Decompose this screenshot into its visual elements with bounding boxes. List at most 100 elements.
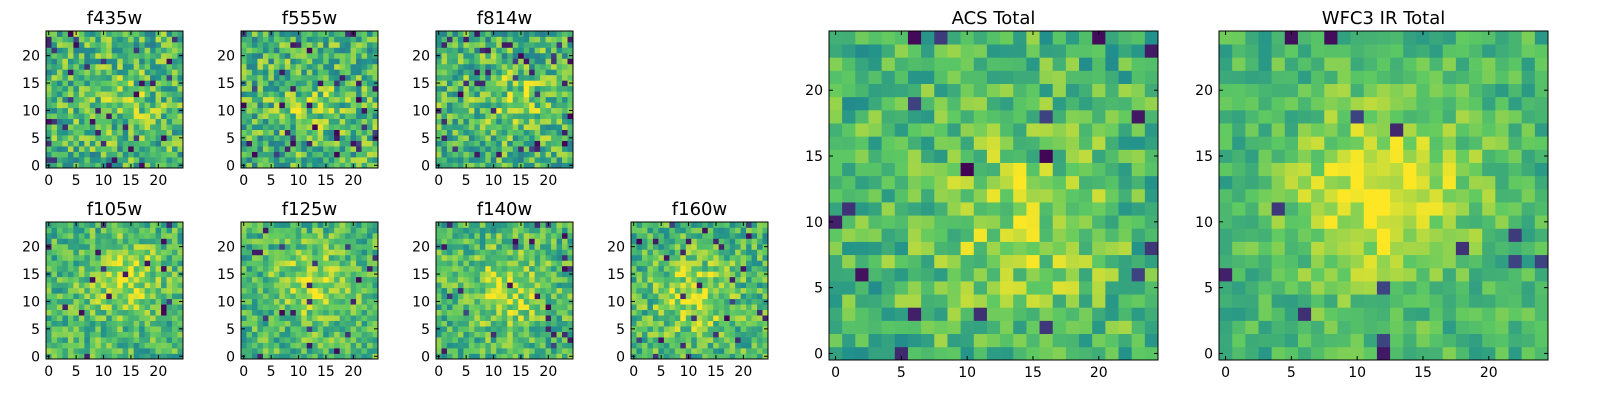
- heatmap-cell: [479, 151, 486, 158]
- heatmap-cell: [669, 227, 676, 234]
- heatmap-cell: [312, 238, 319, 245]
- heatmap-cell: [84, 342, 91, 349]
- heatmap-cell: [257, 91, 264, 98]
- heatmap-cell: [350, 41, 357, 48]
- heatmap-cell: [268, 85, 275, 92]
- heatmap-cell: [1118, 294, 1133, 308]
- heatmap-cell: [518, 113, 525, 120]
- heatmap-cell: [251, 157, 258, 163]
- heatmap-cell: [529, 222, 535, 228]
- heatmap-cell: [95, 146, 102, 152]
- heatmap-cell: [172, 107, 178, 114]
- heatmap-cell: [479, 238, 486, 245]
- heatmap-cell: [361, 298, 368, 305]
- heatmap-cell: [312, 331, 319, 338]
- heatmap-cell: [334, 238, 340, 245]
- heatmap-cell: [518, 276, 525, 283]
- heatmap-cell: [372, 41, 379, 48]
- heatmap-cell: [339, 227, 346, 234]
- heatmap-cell: [111, 265, 118, 272]
- heatmap-cell: [457, 309, 464, 316]
- heatmap-cell: [144, 124, 151, 130]
- heatmap-cell: [1026, 346, 1040, 361]
- heatmap-cell: [46, 287, 52, 294]
- heatmap-cell: [724, 298, 730, 305]
- heatmap-cell: [89, 298, 96, 305]
- heatmap-cell: [718, 260, 725, 267]
- heatmap-cell: [457, 135, 464, 141]
- heatmap-cell: [279, 107, 286, 114]
- heatmap-cell: [669, 222, 676, 228]
- heatmap-cell: [479, 353, 486, 360]
- heatmap-cell: [551, 102, 557, 109]
- heatmap-cell: [251, 63, 258, 70]
- heatmap-cell: [361, 254, 368, 261]
- heatmap-cell: [894, 294, 909, 308]
- heatmap-cell: [46, 129, 52, 136]
- heatmap-cell: [257, 282, 264, 289]
- heatmap-cell: [718, 265, 725, 272]
- heatmap-cell: [139, 36, 145, 43]
- heatmap-cell: [100, 107, 107, 114]
- heatmap-cell: [562, 63, 568, 70]
- heatmap-cell: [144, 31, 151, 37]
- heatmap-cell: [367, 36, 373, 43]
- heatmap-cell: [51, 162, 58, 169]
- heatmap-cell: [647, 232, 654, 239]
- heatmap-cell: [696, 298, 703, 305]
- heatmap-cell: [1000, 307, 1014, 321]
- heatmap-cell: [534, 74, 541, 81]
- x-tick-label: 10: [95, 173, 113, 189]
- heatmap-cell: [452, 276, 459, 283]
- heatmap-cell: [881, 215, 896, 229]
- heatmap-cell: [556, 348, 563, 354]
- heatmap-cell: [551, 124, 557, 130]
- heatmap-cell: [356, 293, 362, 300]
- heatmap-cell: [111, 41, 118, 48]
- heatmap-cell: [485, 243, 492, 250]
- heatmap-cell: [356, 36, 362, 43]
- heatmap-cell: [724, 260, 730, 267]
- heatmap-cell: [372, 31, 379, 37]
- heatmap-cell: [100, 118, 107, 125]
- heatmap-cell: [161, 320, 167, 327]
- heatmap-cell: [339, 118, 346, 125]
- heatmap-cell: [172, 276, 178, 283]
- heatmap-cell: [567, 129, 574, 136]
- heatmap-cell: [468, 146, 475, 152]
- heatmap-cell: [139, 243, 145, 250]
- heatmap-cell: [301, 140, 308, 147]
- heatmap-cell: [490, 107, 497, 114]
- heatmap-cell: [468, 151, 475, 158]
- heatmap-cell: [73, 331, 80, 338]
- heatmap-cell: [1144, 346, 1159, 361]
- heatmap-cell: [1131, 175, 1146, 190]
- heatmap-cell: [551, 107, 557, 114]
- heatmap-cell: [268, 337, 275, 343]
- heatmap-cell: [51, 63, 58, 70]
- heatmap-cell: [947, 215, 961, 229]
- heatmap-cell: [155, 298, 162, 305]
- heatmap-cell: [262, 140, 269, 147]
- heatmap-cell: [78, 107, 85, 114]
- heatmap-cell: [150, 129, 156, 136]
- heatmap-cell: [507, 271, 514, 278]
- heatmap-cell: [284, 227, 291, 234]
- heatmap-cell: [257, 320, 264, 327]
- heatmap-cell: [567, 254, 574, 261]
- heatmap-cell: [78, 113, 85, 120]
- heatmap-cell: [685, 227, 692, 234]
- heatmap-cell: [529, 102, 535, 109]
- heatmap-cell: [67, 69, 74, 76]
- heatmap-cell: [452, 227, 459, 234]
- heatmap-cell: [512, 91, 519, 98]
- heatmap-cell: [95, 96, 102, 103]
- heatmap-cell: [724, 254, 730, 261]
- heatmap-cell: [56, 58, 63, 65]
- y-tick-label: 10: [412, 294, 430, 310]
- heatmap-cell: [707, 282, 714, 289]
- panel-title: f125w: [282, 199, 337, 220]
- y-tick-label: 0: [226, 349, 235, 365]
- heatmap-cell: [1052, 267, 1067, 282]
- heatmap-cell: [468, 113, 475, 120]
